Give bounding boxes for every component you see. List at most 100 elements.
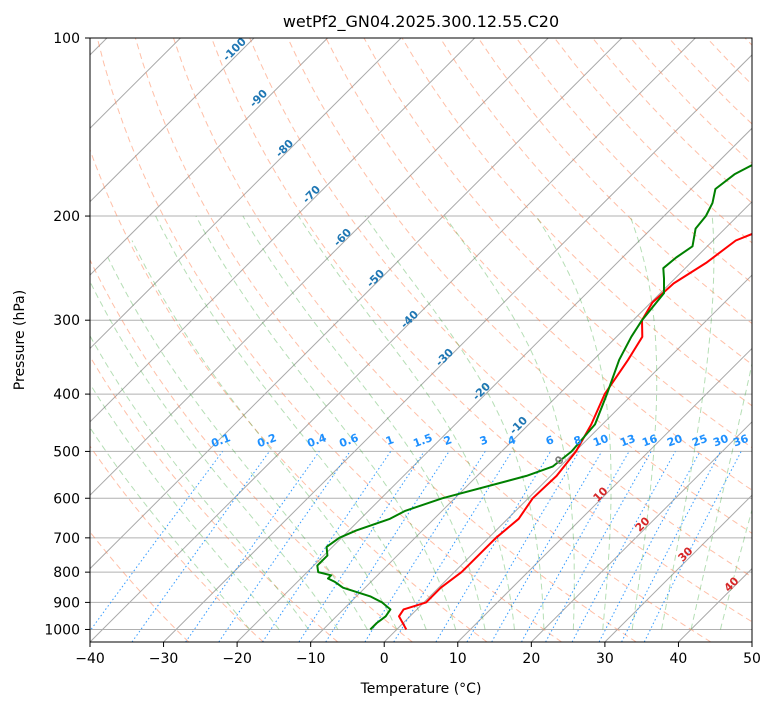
mixing-ratio-line	[90, 451, 224, 632]
series-line-1	[316, 163, 752, 631]
isotherm-line	[90, 38, 549, 496]
mixing-ratio-line	[435, 451, 552, 642]
x-axis: −40 −30 −20 −10 0 10 20 30 40 50	[75, 642, 761, 667]
moist-adiabat-line	[90, 426, 251, 630]
mixing-ratio-line	[521, 451, 630, 642]
x-tick-label: 10	[449, 651, 467, 667]
moist-adiabat-label: 40	[722, 574, 742, 594]
dry-adiabat-line	[90, 531, 190, 642]
isotherm-line	[90, 38, 328, 276]
y-tick-label: 400	[53, 387, 80, 403]
moist-adiabat-line	[719, 507, 752, 630]
moist-adiabat-label: 30	[676, 544, 696, 564]
mixing-ratio-label: 1.5	[411, 431, 434, 450]
mixing-ratio-label: 0.4	[305, 431, 328, 450]
dry-adiabat-label: -90	[247, 87, 270, 110]
mixing-ratio-label: 3	[478, 433, 490, 448]
isotherm-line	[530, 421, 752, 642]
mixing-ratio-line	[545, 451, 652, 642]
isotherm-line	[236, 127, 752, 642]
x-tick-label: 20	[522, 651, 540, 667]
y-tick-label: 700	[53, 531, 80, 547]
moist-adiabat-line	[155, 215, 427, 630]
dry-adiabat-label: -50	[364, 267, 387, 290]
dry-adiabat-line	[325, 38, 752, 491]
mixing-ratio-line	[298, 451, 425, 642]
mixing-ratio-line	[218, 451, 351, 642]
y-tick-label: 800	[53, 565, 80, 581]
chart-title: wetPf2_GN04.2025.300.12.55.C20	[283, 12, 559, 32]
mixing-ratio-line	[185, 451, 320, 642]
plot-frame	[89, 37, 753, 643]
x-tick-label: 0	[380, 651, 389, 667]
moist-adiabat-line	[90, 382, 280, 630]
mixing-ratio-label: 6	[544, 433, 556, 448]
isotherm-line	[751, 641, 752, 642]
mixing-ratio-label: 30	[711, 432, 730, 450]
dry-adiabat-line	[134, 38, 637, 642]
dry-adiabat-label: -30	[433, 346, 456, 369]
line-labels-layer: -100-90-80-70-60-50-40-30-20-10010203040…	[209, 35, 750, 595]
dry-adiabat-line	[90, 355, 339, 642]
moist-adiabat-line	[298, 215, 515, 630]
moist-adiabat-line	[107, 257, 368, 630]
moist-adiabat-line	[444, 215, 575, 630]
mixing-ratio-line	[571, 451, 676, 642]
y-tick-label: 100	[53, 31, 80, 47]
dry-adiabat-line	[439, 38, 752, 365]
isotherm-line	[163, 54, 752, 642]
mixing-ratio-label: 13	[618, 432, 637, 449]
mixing-ratio-label: 0.1	[209, 431, 232, 450]
y-tick-label: 600	[53, 491, 80, 507]
isotherm-line	[90, 38, 402, 350]
mixing-ratio-label: 10	[591, 432, 610, 450]
x-tick-label: −40	[75, 651, 105, 667]
moist-adiabat-line	[364, 215, 545, 630]
dry-adiabat-line	[90, 258, 413, 642]
dry-adiabat-line	[630, 38, 752, 165]
x-tick-label: 50	[743, 651, 761, 667]
moist-adiabat-line	[90, 334, 309, 630]
series-line-0	[398, 232, 752, 630]
y-tick-label: 300	[53, 313, 80, 329]
dry-adiabat-line	[90, 445, 264, 642]
dry-adiabat-label: -60	[331, 226, 354, 249]
mixing-ratio-line	[325, 451, 450, 642]
mixing-ratio-line	[131, 451, 270, 642]
isotherm-line	[383, 274, 752, 642]
x-tick-label: −20	[222, 651, 252, 667]
mixing-ratio-label: 4	[506, 433, 518, 448]
isotherm-line	[90, 38, 623, 570]
mixing-ratio-line	[364, 451, 486, 642]
mixing-ratio-label: 36	[731, 432, 750, 450]
mixing-ratio-label: 0.6	[337, 431, 360, 450]
mixing-ratio-label: 0.2	[255, 431, 278, 450]
isotherm-line	[90, 38, 696, 642]
y-tick-label: 900	[53, 595, 80, 611]
background-lines-layer	[90, 38, 752, 642]
isotherm-line	[90, 38, 255, 203]
dry-adiabat-line	[211, 38, 752, 623]
x-tick-label: 30	[596, 651, 614, 667]
mixing-ratio-label: 8	[572, 433, 584, 448]
mixing-ratio-line	[393, 451, 513, 642]
x-tick-label: 40	[670, 651, 688, 667]
dry-adiabat-label: -70	[300, 183, 323, 206]
dry-adiabat-line	[249, 38, 752, 578]
isotherm-line	[90, 38, 476, 423]
y-tick-label: 200	[53, 209, 80, 225]
series-layer	[316, 163, 752, 631]
y-axis: 100 200 300 400 500 600 700 800 900 1000	[44, 31, 90, 638]
isotherm-line	[457, 347, 752, 642]
mixing-ratio-line	[643, 451, 742, 642]
dry-adiabat-line	[477, 38, 752, 325]
dry-adiabat-line	[287, 38, 752, 534]
grid-layer	[90, 38, 752, 642]
x-tick-label: −10	[296, 651, 326, 667]
dry-adiabat-label: -80	[273, 137, 296, 160]
moist-adiabat-line	[661, 215, 715, 630]
dry-adiabat-line	[554, 38, 752, 244]
mixing-ratio-label: 25	[690, 432, 709, 449]
moist-adiabat-line	[690, 361, 752, 630]
